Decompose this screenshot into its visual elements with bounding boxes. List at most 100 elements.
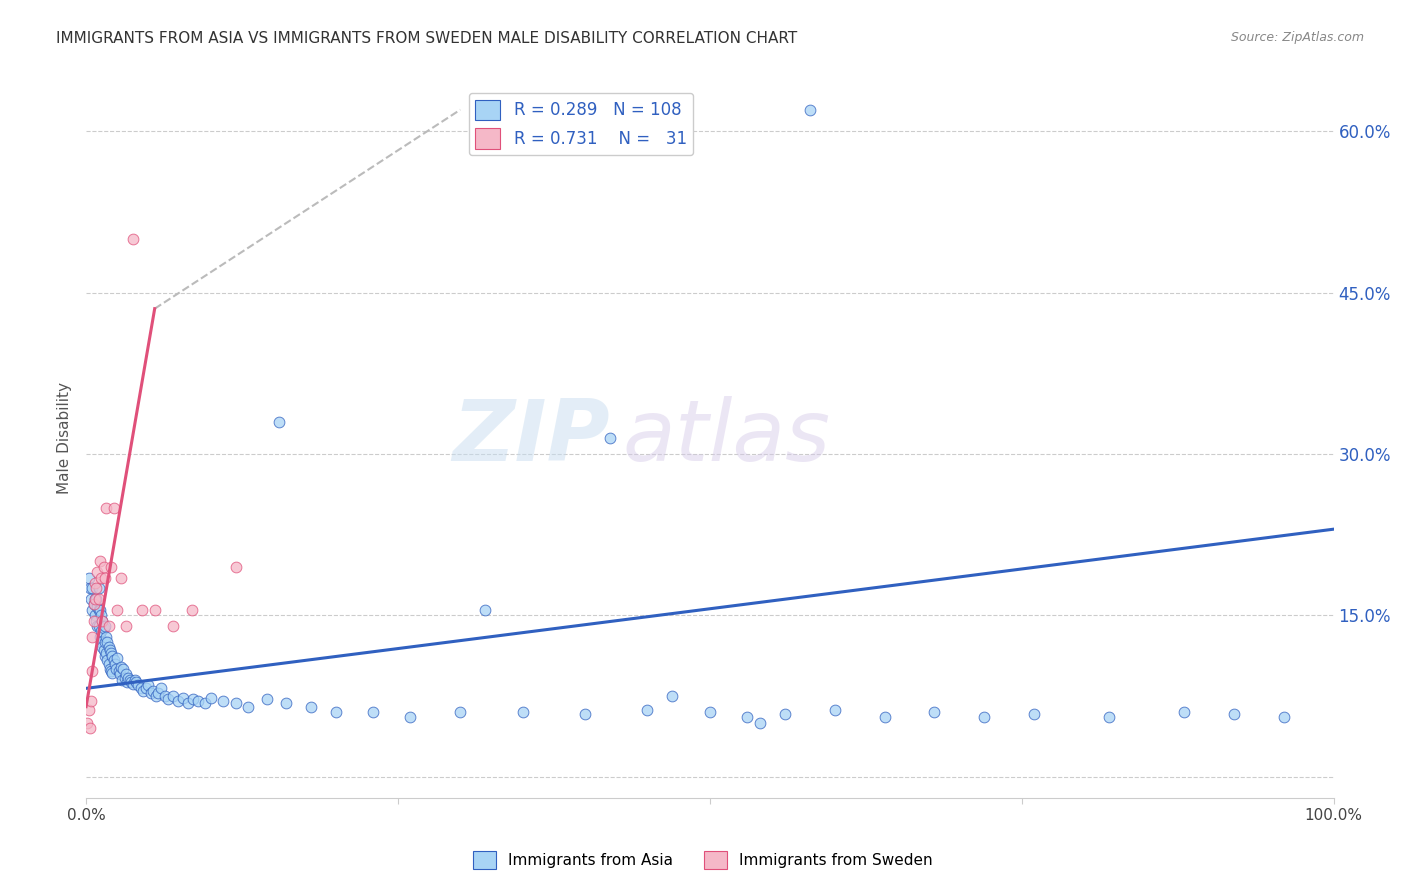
- Point: [98, 662, 121, 676]
- Point: [167, 694, 190, 708]
- Point: [83, 608, 105, 623]
- Point: [512, 705, 534, 719]
- Point: [100, 646, 122, 660]
- Point: [162, 619, 184, 633]
- Point: [83, 592, 105, 607]
- Point: [79, 582, 101, 596]
- Point: [84, 614, 107, 628]
- Point: [94, 630, 117, 644]
- Point: [83, 614, 105, 628]
- Text: ZIP: ZIP: [453, 396, 610, 479]
- Point: [973, 710, 995, 724]
- Legend: R = 0.289   N = 108, R = 0.731    N =   31: R = 0.289 N = 108, R = 0.731 N = 31: [468, 93, 693, 155]
- Point: [87, 582, 110, 596]
- Point: [91, 614, 114, 628]
- Point: [86, 619, 108, 633]
- Point: [79, 721, 101, 735]
- Point: [91, 640, 114, 655]
- Point: [87, 603, 110, 617]
- Point: [125, 674, 148, 689]
- Point: [89, 554, 111, 568]
- Point: [82, 582, 104, 596]
- Point: [153, 689, 176, 703]
- Point: [117, 671, 139, 685]
- Point: [110, 571, 132, 585]
- Point: [96, 653, 118, 667]
- Point: [449, 705, 471, 719]
- Point: [183, 692, 205, 706]
- Point: [225, 697, 247, 711]
- Point: [1098, 710, 1121, 724]
- Point: [105, 662, 128, 676]
- Point: [135, 681, 157, 696]
- Point: [94, 649, 117, 664]
- Point: [87, 592, 110, 607]
- Point: [82, 603, 104, 617]
- Point: [187, 694, 209, 708]
- Point: [148, 686, 170, 700]
- Point: [90, 608, 112, 623]
- Point: [83, 598, 105, 612]
- Point: [124, 673, 146, 687]
- Text: Source: ZipAtlas.com: Source: ZipAtlas.com: [1230, 31, 1364, 45]
- Point: [104, 657, 127, 671]
- Point: [118, 673, 141, 687]
- Y-axis label: Male Disability: Male Disability: [58, 382, 72, 494]
- Point: [101, 666, 124, 681]
- Point: [107, 664, 129, 678]
- Point: [325, 705, 347, 719]
- Point: [115, 619, 138, 633]
- Point: [77, 703, 100, 717]
- Point: [1223, 707, 1246, 722]
- Point: [269, 415, 291, 429]
- Point: [122, 232, 145, 246]
- Text: IMMIGRANTS FROM ASIA VS IMMIGRANTS FROM SWEDEN MALE DISABILITY CORRELATION CHART: IMMIGRANTS FROM ASIA VS IMMIGRANTS FROM …: [56, 31, 797, 46]
- Point: [87, 619, 110, 633]
- Point: [172, 691, 194, 706]
- Point: [574, 707, 596, 722]
- Point: [90, 571, 112, 585]
- Point: [84, 592, 107, 607]
- Point: [127, 678, 149, 692]
- Point: [200, 691, 222, 706]
- Point: [1272, 710, 1295, 724]
- Point: [105, 603, 128, 617]
- Point: [129, 681, 152, 696]
- Point: [138, 678, 160, 692]
- Point: [1024, 707, 1046, 722]
- Point: [83, 598, 105, 612]
- Point: [101, 649, 124, 664]
- Point: [112, 662, 135, 676]
- Point: [132, 683, 155, 698]
- Point: [194, 697, 217, 711]
- Point: [181, 603, 204, 617]
- Point: [274, 697, 297, 711]
- Point: [100, 664, 122, 678]
- Point: [114, 671, 136, 685]
- Point: [115, 667, 138, 681]
- Point: [256, 692, 278, 706]
- Point: [93, 621, 115, 635]
- Point: [93, 559, 115, 574]
- Point: [98, 642, 121, 657]
- Point: [661, 689, 683, 703]
- Point: [94, 571, 117, 585]
- Point: [93, 642, 115, 657]
- Point: [748, 715, 770, 730]
- Point: [120, 674, 142, 689]
- Point: [110, 660, 132, 674]
- Point: [162, 689, 184, 703]
- Point: [76, 715, 98, 730]
- Point: [212, 694, 235, 708]
- Point: [100, 559, 122, 574]
- Point: [77, 571, 100, 585]
- Legend: Immigrants from Asia, Immigrants from Sweden: Immigrants from Asia, Immigrants from Sw…: [467, 845, 939, 875]
- Point: [143, 603, 166, 617]
- Point: [86, 565, 108, 579]
- Point: [89, 603, 111, 617]
- Point: [83, 576, 105, 591]
- Point: [84, 582, 107, 596]
- Point: [97, 619, 120, 633]
- Point: [149, 681, 172, 696]
- Point: [82, 664, 104, 678]
